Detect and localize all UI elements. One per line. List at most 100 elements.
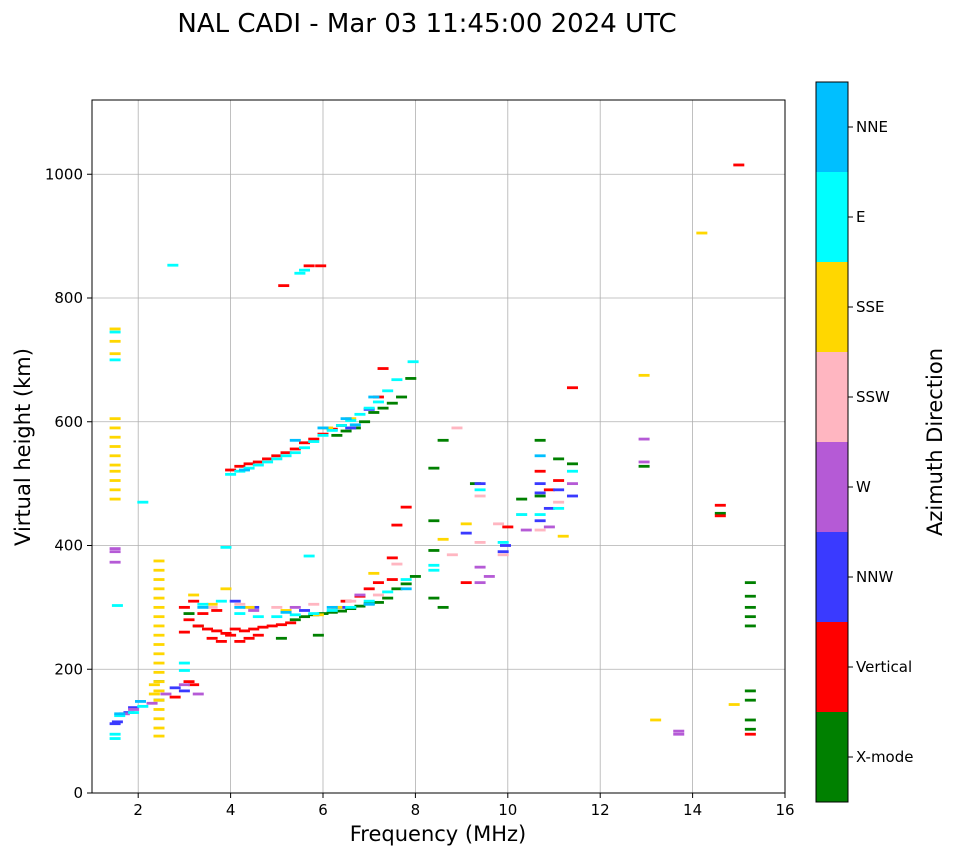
- x-tick-label-12: 12: [591, 801, 610, 819]
- point-sse-10: [109, 479, 121, 482]
- point-e-41: [137, 704, 149, 708]
- y-axis-label: Virtual height (km): [11, 348, 35, 546]
- point-nne-2: [289, 438, 301, 442]
- point-w-0: [638, 437, 650, 441]
- point-sse-16: [153, 587, 165, 591]
- point-x-mode-24: [372, 601, 384, 604]
- point-x-mode-32: [299, 615, 311, 619]
- point-e-5: [167, 263, 179, 267]
- y-tick-label-200: 200: [54, 660, 83, 678]
- point-w-15: [160, 692, 172, 696]
- point-w-7: [520, 528, 532, 532]
- point-nnw-1: [497, 550, 509, 554]
- point-sse-25: [153, 670, 165, 674]
- point-x-mode-48: [183, 612, 195, 615]
- point-e-31: [428, 568, 440, 572]
- point-sse-27: [153, 689, 165, 693]
- point-nne-8: [280, 610, 292, 614]
- point-x-mode-34: [405, 377, 417, 380]
- point-vertical-55: [169, 695, 181, 699]
- point-sse-19: [153, 615, 165, 619]
- point-e-20: [289, 451, 301, 455]
- point-vertical-0: [183, 618, 195, 622]
- point-x-mode-0: [428, 519, 440, 523]
- point-e-4: [109, 737, 121, 740]
- point-nne-12: [197, 605, 209, 609]
- point-sse-37: [650, 718, 662, 722]
- point-w-3: [673, 732, 685, 736]
- point-sse-9: [109, 469, 121, 473]
- point-ssw-5: [553, 500, 565, 504]
- point-sse-33: [148, 683, 160, 687]
- point-vertical-21: [178, 630, 190, 634]
- point-vertical-5: [229, 627, 241, 631]
- colorbar-frame: [815, 81, 849, 803]
- point-vertical-47: [714, 514, 726, 518]
- point-x-mode-5: [428, 596, 440, 600]
- point-vertical-32: [308, 437, 320, 441]
- point-sse-7: [109, 454, 121, 458]
- point-nnw-6: [566, 494, 578, 498]
- colorbar-label-x-mode: X-mode: [856, 748, 913, 766]
- point-vertical-30: [289, 447, 301, 451]
- point-nne-0: [349, 423, 361, 427]
- point-ssw-9: [308, 602, 320, 606]
- point-x-mode-45: [516, 497, 528, 501]
- point-vertical-31: [299, 441, 311, 445]
- point-sse-44: [188, 593, 200, 597]
- point-x-mode-3: [428, 466, 440, 470]
- point-e-35: [534, 513, 546, 516]
- point-e-47: [289, 613, 301, 617]
- point-nne-14: [400, 587, 412, 591]
- y-tick-label-400: 400: [54, 537, 83, 555]
- point-vertical-45: [566, 386, 578, 390]
- point-vertical-54: [391, 523, 403, 527]
- point-vertical-43: [502, 525, 514, 529]
- point-sse-46: [243, 605, 255, 609]
- colorbar-segment-w: [816, 442, 848, 532]
- point-vertical-16: [225, 633, 237, 637]
- point-e-10: [382, 389, 394, 393]
- point-vertical-38: [315, 264, 327, 268]
- point-x-mode-8: [566, 462, 578, 466]
- point-sse-21: [153, 633, 165, 637]
- point-vertical-9: [266, 624, 278, 628]
- point-vertical-1: [192, 624, 204, 628]
- y-tick-label-0: 0: [73, 784, 83, 802]
- point-x-mode-39: [359, 420, 371, 424]
- point-e-0: [109, 330, 121, 334]
- x-tick-label-14: 14: [683, 801, 702, 819]
- point-x-mode-50: [275, 636, 287, 640]
- point-sse-11: [109, 488, 121, 492]
- point-e-17: [317, 433, 329, 437]
- point-x-mode-35: [396, 395, 408, 399]
- point-vertical-57: [188, 683, 200, 687]
- point-sse-51: [220, 587, 232, 591]
- point-x-mode-7: [534, 494, 546, 498]
- colorbar-segment-sse: [816, 262, 848, 352]
- colorbar-segment-vertical: [816, 622, 848, 712]
- point-vertical-52: [372, 581, 384, 585]
- point-e-12: [363, 406, 375, 410]
- y-tick-label-1000: 1000: [45, 165, 83, 183]
- point-ssw-3: [493, 522, 505, 526]
- point-sse-30: [153, 717, 165, 721]
- point-nne-11: [135, 700, 147, 703]
- point-nnw-8: [460, 531, 472, 535]
- colorbar-label-nnw: NNW: [856, 568, 893, 586]
- point-nnw-15: [109, 722, 121, 726]
- point-e-27: [225, 472, 237, 476]
- point-e-55: [178, 669, 190, 672]
- point-e-18: [308, 440, 320, 443]
- x-tick-label-4: 4: [226, 801, 236, 819]
- point-vertical-18: [243, 636, 255, 640]
- point-vertical-20: [197, 612, 209, 615]
- point-w-1: [638, 460, 650, 464]
- point-sse-45: [206, 602, 218, 606]
- colorbar-label-ssw: SSW: [856, 388, 890, 406]
- point-e-19: [299, 446, 311, 450]
- point-x-mode-9: [553, 457, 565, 461]
- point-vertical-49: [744, 732, 756, 736]
- point-x-mode-38: [368, 411, 380, 414]
